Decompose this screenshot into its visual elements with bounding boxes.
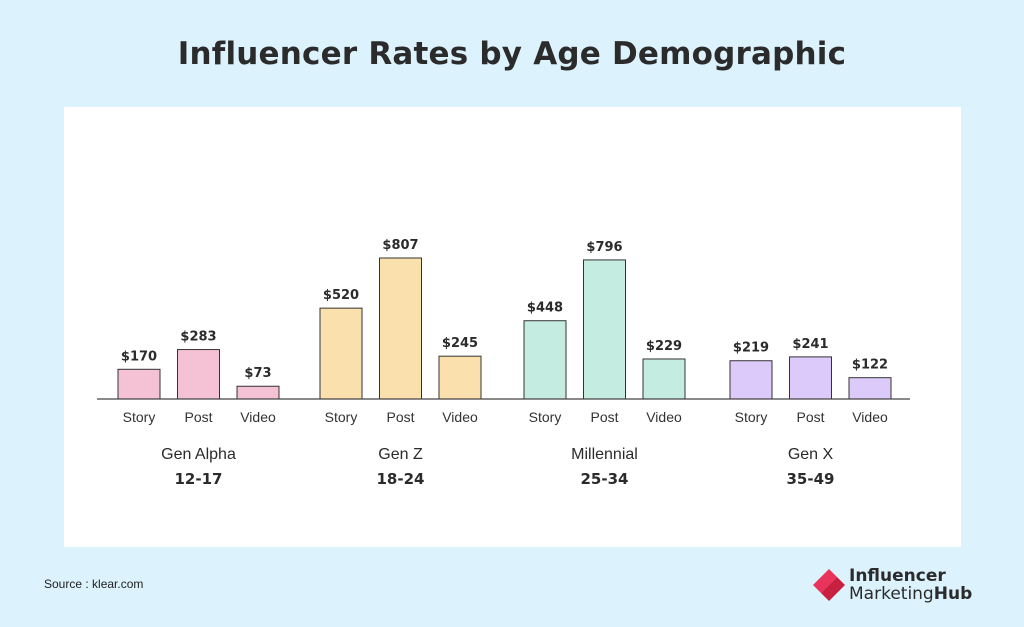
group-age-label: 18-24 — [377, 470, 425, 488]
bar-value-label: $73 — [244, 366, 271, 381]
group-age-label: 35-49 — [787, 470, 835, 488]
category-label: Video — [852, 409, 888, 425]
bar-video — [848, 377, 892, 400]
bar-value-label: $229 — [646, 339, 682, 354]
bar-value-label: $219 — [733, 341, 769, 356]
group-name-label: Gen Z — [378, 446, 423, 463]
category-label: Post — [590, 409, 618, 425]
bar-story — [729, 360, 773, 400]
brand-mark-icon — [813, 569, 845, 601]
bar-story — [319, 307, 363, 400]
group-name-label: Millennial — [571, 446, 638, 463]
group-name-label: Gen Alpha — [161, 446, 236, 463]
bar-value-label: $807 — [382, 238, 418, 253]
source-text: Source : klear.com — [44, 577, 144, 591]
category-label: Video — [442, 409, 478, 425]
bar-story — [523, 320, 567, 400]
bar-value-label: $283 — [180, 330, 216, 345]
group-age-label: 12-17 — [175, 470, 223, 488]
bar-value-label: $122 — [852, 358, 888, 373]
bar-post — [789, 356, 832, 400]
category-label: Story — [529, 409, 562, 425]
bar-chart: $170 Story $283 Post $73 Video Gen Alpha 12-17 $… — [97, 238, 910, 488]
category-label: Story — [735, 409, 768, 425]
bar-video — [642, 358, 686, 400]
bar-value-label: $245 — [442, 336, 478, 351]
category-label: Story — [325, 409, 358, 425]
category-label: Story — [123, 409, 156, 425]
brand-logo: Influencer MarketingHub — [813, 566, 983, 606]
bar-post — [379, 257, 422, 400]
category-label: Post — [796, 409, 824, 425]
bar-story — [117, 368, 161, 400]
bar-value-label: $448 — [527, 301, 563, 316]
bar-video — [236, 385, 280, 400]
chart-panel: $170 Story $283 Post $73 Video Gen Alpha 12-17 $… — [64, 107, 961, 547]
bar-post — [583, 259, 626, 400]
bar-value-label: $520 — [323, 288, 359, 303]
brand-name-marketing: Marketing — [849, 584, 934, 604]
group-name-label: Gen X — [788, 446, 834, 463]
category-label: Post — [184, 409, 212, 425]
bar-post — [177, 349, 220, 400]
group-age-label: 25-34 — [581, 470, 629, 488]
bar-video — [438, 355, 482, 400]
bar-value-label: $796 — [586, 240, 622, 255]
category-label: Video — [646, 409, 682, 425]
brand-name-line1: Influencer — [849, 566, 946, 586]
brand-name-line2: MarketingHub — [849, 584, 972, 604]
category-label: Post — [386, 409, 414, 425]
brand-name-hub: Hub — [933, 584, 973, 604]
bar-value-label: $241 — [792, 337, 828, 352]
category-label: Video — [240, 409, 276, 425]
bar-value-label: $170 — [121, 349, 157, 364]
page-title: Influencer Rates by Age Demographic — [177, 36, 847, 72]
